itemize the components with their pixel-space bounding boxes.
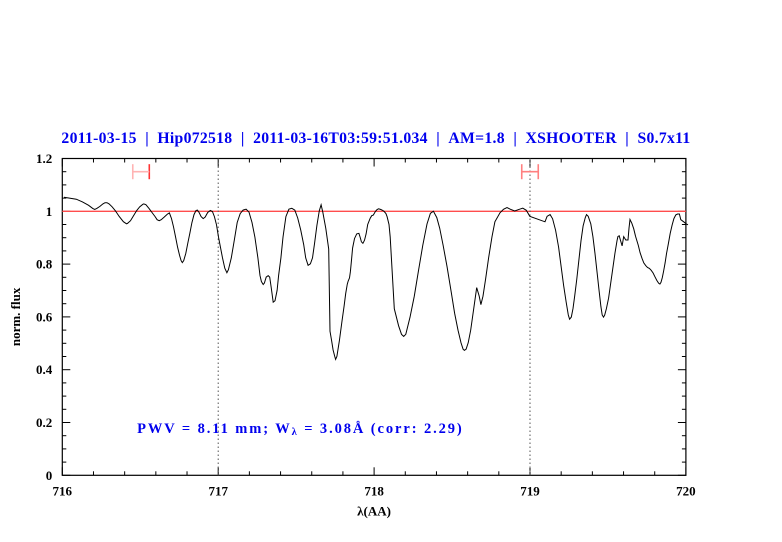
- svg-text:PWV = 8.11 mm; Wλ = 3.08Å (cor: PWV = 8.11 mm; Wλ = 3.08Å (corr: 2.29): [137, 421, 464, 438]
- svg-text:1.2: 1.2: [36, 151, 52, 166]
- svg-text:717: 717: [208, 483, 228, 498]
- svg-text:0: 0: [46, 468, 53, 483]
- svg-text:720: 720: [676, 483, 696, 498]
- svg-text:718: 718: [364, 483, 384, 498]
- svg-text:719: 719: [520, 483, 540, 498]
- svg-text:0.6: 0.6: [36, 309, 53, 324]
- svg-text:1: 1: [46, 204, 53, 219]
- svg-text:0.4: 0.4: [36, 362, 53, 377]
- svg-text:norm. flux: norm. flux: [8, 287, 23, 346]
- svg-text:716: 716: [53, 483, 73, 498]
- svg-text:0.8: 0.8: [36, 257, 53, 272]
- svg-text:0.2: 0.2: [36, 415, 52, 430]
- svg-text:λ(AA): λ(AA): [357, 503, 391, 518]
